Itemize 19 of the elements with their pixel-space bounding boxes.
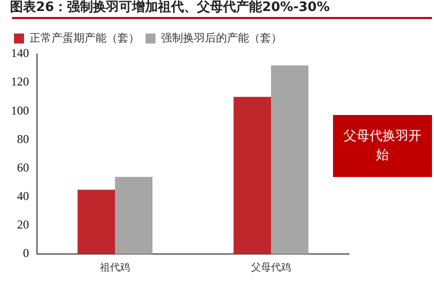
y-tick-label: 120 [11,74,29,89]
y-tick-label: 140 [11,46,29,60]
x-tick-label: 祖代鸡 [100,262,130,274]
legend-label: 强制换羽后的产能（套） [161,31,282,44]
bar [78,190,115,254]
x-tick-label: 父母代鸡 [251,262,291,274]
y-tick-label: 100 [11,103,29,118]
callout-box: 父母代换羽开始 [333,115,432,177]
bar [115,176,152,254]
annotation: 父母代换羽开始 [342,128,422,165]
chart-title: 图表26：强制换羽可增加祖代、父母代产能20%-30% [10,0,330,16]
y-tick-label: 40 [17,189,29,204]
y-tick-label: 80 [17,132,29,146]
bar [234,96,271,254]
legend-label: 正常产蛋期产能（套） [30,31,140,44]
y-tick-label: 20 [17,218,29,232]
y-tick-label: 60 [17,160,29,174]
bar [271,65,308,254]
y-tick-label: 0 [23,246,29,260]
